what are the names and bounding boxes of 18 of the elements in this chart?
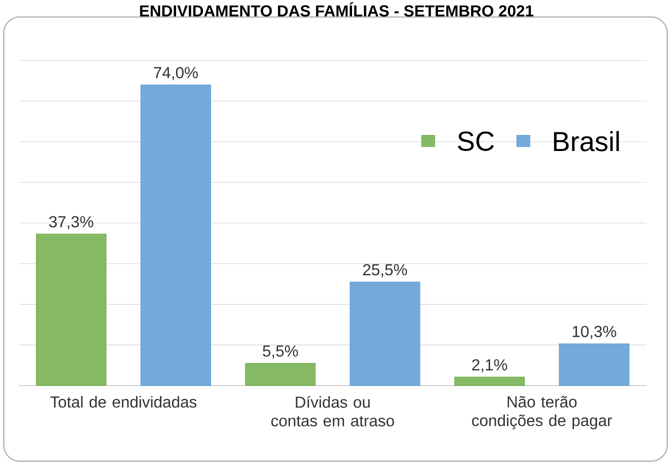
data-label: 25,5% (363, 264, 407, 278)
x-tick-label: Total de endividadas (50, 396, 196, 408)
legend-label: Brasil (554, 131, 619, 152)
bar (350, 282, 420, 386)
data-label: 10,3% (572, 326, 616, 340)
data-label: 5,5% (262, 345, 298, 359)
data-label: 2,1% (472, 359, 508, 372)
legend-label: SC (458, 131, 494, 151)
bar (558, 343, 630, 386)
bar (36, 234, 106, 386)
data-label: 74,0% (154, 67, 198, 80)
bar (140, 84, 212, 386)
chart-title: ENDIVIDAMENTO DAS FAMÍLIAS - SETEMBRO 2021 (140, 2, 534, 17)
x-tick-label: Dívidas ou contas em atraso (271, 396, 394, 426)
bar (245, 362, 316, 386)
x-tick-label: Não terão condições de pagar (472, 396, 612, 430)
data-label: 37,3% (49, 216, 94, 230)
bar (454, 376, 525, 386)
